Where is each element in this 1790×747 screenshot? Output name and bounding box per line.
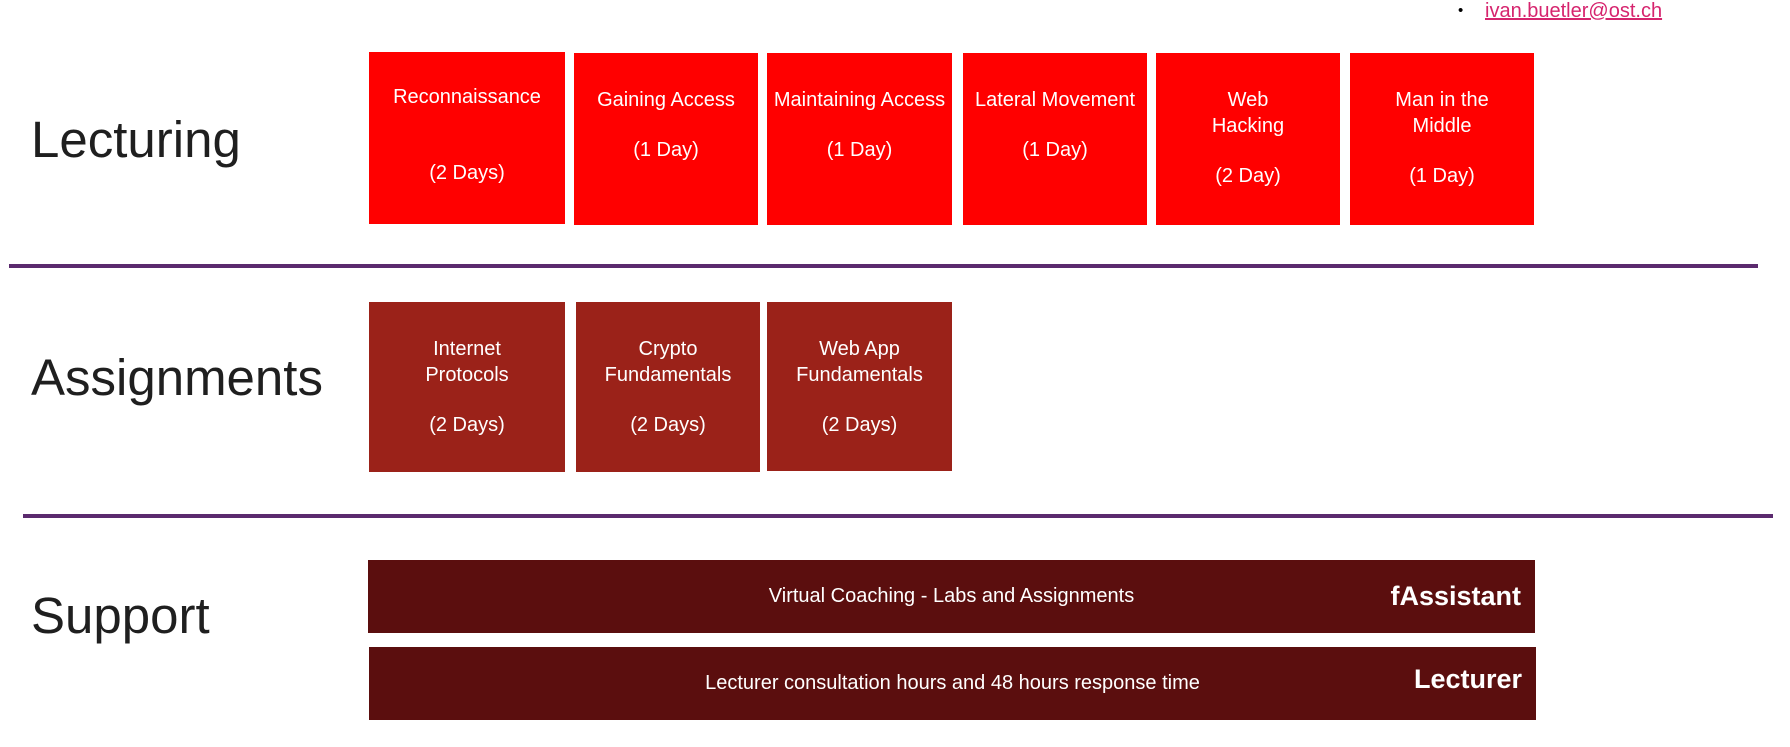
module-name: Internet Protocols [425,338,509,386]
support-description: Virtual Coaching - Labs and Assignments [768,585,1135,607]
divider-assignments-support [23,514,1773,518]
support-description: Lecturer consultation hours and 48 hours… [705,672,1200,694]
module-name: Crypto Fundamentals [604,338,732,386]
module-name: Gaining Access [597,89,735,111]
module-name: Maintaining Access [773,89,946,111]
email-link[interactable]: ivan.buetler@ost.ch [1485,0,1663,22]
module-name: Man in the Middle [1395,89,1489,137]
support-role: fAssistant [1390,581,1521,611]
lecturing-module: Maintaining Access (1 Day) [767,53,952,225]
row-label-lecturing: Lecturing [31,111,241,168]
module-duration: (2 Days) [429,162,505,184]
module-name: Web Hacking [1211,89,1285,137]
module-duration: (1 Day) [1409,165,1475,187]
support-bar-lecturer: Lecturer consultation hours and 48 hours… [369,647,1536,720]
support-role: Lecturer [1413,664,1522,694]
module-name: Reconnaissance [393,86,541,108]
module-duration: (1 Day) [1022,139,1088,161]
module-duration: (1 Day) [633,139,699,161]
row-label-support: Support [31,587,210,644]
support-bar-fassistant: Virtual Coaching - Labs and Assignments … [368,560,1535,633]
lecturing-module: Lateral Movement (1 Day) [963,53,1147,225]
row-label-assignments: Assignments [31,349,323,406]
module-duration: (1 Day) [826,139,893,161]
lecturing-module: Reconnaissance (2 Days) [369,52,565,224]
assignment-module: Crypto Fundamentals (2 Days) [576,302,760,472]
module-name: Lateral Movement [974,89,1136,111]
module-duration: (2 Days) [429,414,505,436]
bullet-icon: • [1458,2,1464,19]
lecturing-module: Man in the Middle (1 Day) [1350,53,1534,225]
assignment-module: Web App Fundamentals (2 Days) [767,302,952,471]
module-duration: (2 Days) [630,414,706,436]
divider-lecturing-assignments [9,264,1758,268]
module-name: Web App Fundamentals [796,338,923,386]
assignment-module: Internet Protocols (2 Days) [369,302,565,472]
lecturing-module: Web Hacking (2 Day) [1156,53,1340,225]
module-duration: (2 Days) [821,414,898,436]
lecturing-module: Gaining Access (1 Day) [574,53,758,225]
module-duration: (2 Day) [1215,165,1281,187]
